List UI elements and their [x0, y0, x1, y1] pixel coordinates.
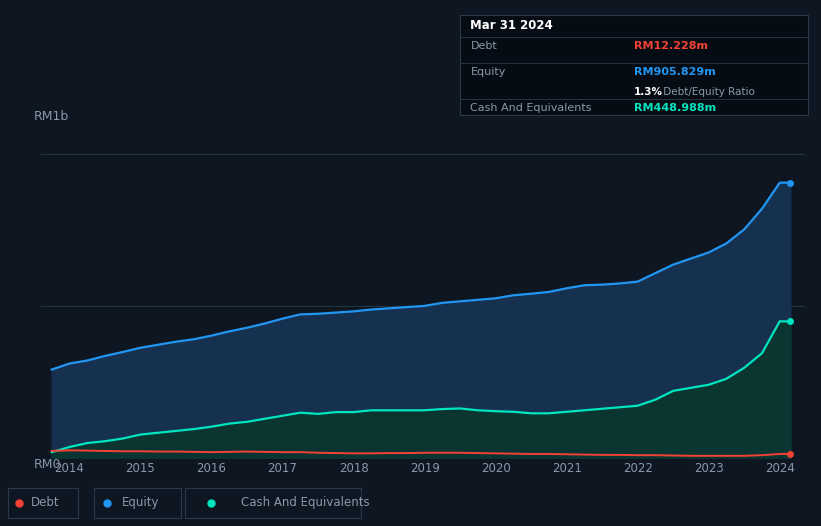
- Text: Debt: Debt: [470, 41, 498, 51]
- Text: RM1b: RM1b: [34, 110, 69, 123]
- Text: Mar 31 2024: Mar 31 2024: [470, 19, 553, 32]
- Text: Debt/Equity Ratio: Debt/Equity Ratio: [660, 87, 755, 97]
- Text: Equity: Equity: [122, 497, 159, 509]
- Text: Equity: Equity: [470, 67, 506, 77]
- Text: RM12.228m: RM12.228m: [634, 41, 708, 51]
- Text: Cash And Equivalents: Cash And Equivalents: [241, 497, 369, 509]
- Text: Cash And Equivalents: Cash And Equivalents: [470, 103, 592, 113]
- Text: RM0: RM0: [34, 458, 61, 471]
- Text: RM905.829m: RM905.829m: [634, 67, 716, 77]
- Text: Debt: Debt: [30, 497, 59, 509]
- Text: RM448.988m: RM448.988m: [634, 103, 716, 113]
- Text: 1.3%: 1.3%: [634, 87, 663, 97]
